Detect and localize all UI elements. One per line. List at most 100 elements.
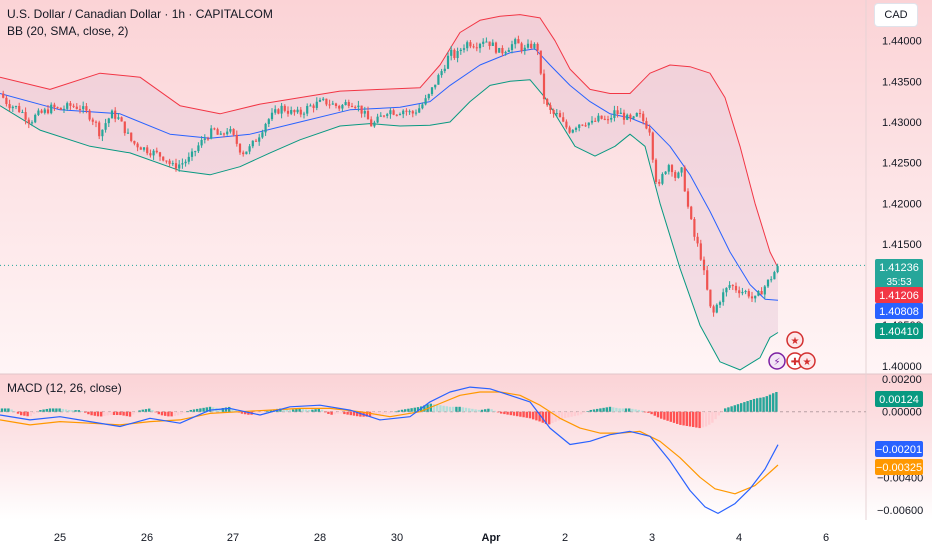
candle-body — [610, 117, 613, 120]
candle-body — [40, 110, 43, 113]
candle-body — [552, 110, 555, 114]
chart-title: U.S. Dollar / Canadian Dollar · 1h · CAP… — [7, 7, 273, 21]
macd-histogram-bar — [733, 405, 736, 412]
macd-histogram-bar — [708, 411, 711, 425]
macd-histogram-bar — [490, 409, 493, 412]
candle-body — [78, 108, 82, 110]
macd-histogram-bar — [672, 411, 676, 423]
candle-body — [101, 129, 104, 137]
candle-body — [363, 111, 366, 114]
bb-lower-badge-text: 1.40410 — [879, 326, 919, 338]
macd-histogram-bar — [461, 407, 464, 412]
candle-body — [482, 41, 485, 44]
candle-body — [149, 153, 152, 156]
candle-body — [94, 121, 98, 123]
candle-body — [590, 120, 594, 123]
candle-body — [117, 117, 120, 119]
candle-body — [162, 156, 165, 161]
candle-body — [126, 132, 130, 134]
macd-histogram-bar — [583, 411, 586, 413]
candle-body — [424, 98, 427, 105]
macd-histogram-bar — [660, 411, 663, 419]
macd-histogram-bar — [186, 411, 189, 412]
macd-histogram-bar — [544, 411, 548, 425]
bb-upper-line — [0, 14, 779, 269]
macd-histogram-bar — [224, 407, 228, 412]
candle-body — [651, 132, 654, 160]
candle-body — [475, 47, 478, 49]
macd-histogram-badge-text: 0.00124 — [879, 394, 919, 406]
macd-histogram-bar — [208, 406, 212, 412]
candle-body — [27, 119, 30, 124]
time-tick-label: 30 — [391, 532, 403, 544]
candle-body — [104, 123, 107, 130]
candle-body — [146, 147, 149, 154]
macd-signal-line — [0, 391, 779, 495]
lightning-event-icon: ⚡ — [768, 352, 786, 370]
macd-histogram-bar — [320, 409, 324, 412]
macd-histogram-bar — [775, 392, 778, 412]
macd-histogram-bar — [77, 410, 80, 412]
macd-histogram-bar — [612, 407, 615, 412]
macd-histogram-bar — [164, 411, 167, 416]
macd-histogram-bar — [228, 406, 231, 412]
lightning-event-icon-glyph: ⚡ — [773, 357, 780, 368]
candle-body — [56, 107, 59, 109]
candle-body — [187, 156, 190, 162]
macd-histogram-bar — [656, 411, 660, 418]
candle-body — [763, 286, 766, 295]
macd-histogram-bar — [234, 410, 237, 412]
candle-body — [773, 272, 776, 280]
macd-histogram-bar — [324, 411, 327, 413]
candle-body — [270, 112, 274, 120]
macd-histogram-bar — [148, 408, 151, 412]
macd-histogram-bar — [247, 411, 250, 415]
macd-histogram-bar — [509, 411, 512, 416]
candle-body — [776, 266, 779, 273]
candle-body — [626, 114, 629, 120]
macd-indicator-label[interactable]: MACD (12, 26, close) — [7, 381, 122, 395]
macd-histogram-bar — [448, 406, 452, 412]
candle-body — [30, 122, 34, 124]
macd-histogram-bar — [647, 411, 650, 413]
us-flag-event-icon-circle — [786, 331, 804, 349]
macd-histogram-bar — [666, 411, 669, 421]
candle-body — [197, 145, 200, 152]
macd-histogram-bar — [749, 399, 752, 412]
macd-histogram-bar — [157, 411, 160, 415]
macd-histogram-bar — [580, 411, 583, 415]
candle-body — [421, 104, 424, 109]
candle-body — [190, 151, 194, 157]
candle-body — [344, 102, 347, 106]
macd-histogram-bar — [199, 408, 202, 412]
candle-body — [504, 51, 507, 54]
currency-button[interactable]: CAD — [874, 3, 918, 27]
candle-body — [392, 110, 395, 115]
time-tick-label: 4 — [736, 532, 742, 544]
candle-body — [200, 139, 203, 146]
candle-body — [34, 114, 37, 123]
candle-body — [165, 160, 168, 162]
macd-histogram-badge-bg — [875, 391, 923, 407]
candle-body — [194, 151, 197, 153]
macd-histogram-bar — [64, 409, 68, 412]
candle-body — [219, 133, 222, 135]
macd-histogram-bar — [458, 406, 461, 412]
candle-body — [123, 121, 126, 134]
macd-histogram-bar — [762, 397, 765, 412]
candle-body — [686, 191, 690, 207]
candle-body — [581, 124, 584, 126]
macd-histogram-bar — [16, 411, 20, 414]
macd-histogram-bar — [765, 396, 768, 412]
macd-histogram-bar — [74, 410, 77, 412]
macd-histogram-bar — [221, 407, 224, 412]
bollinger-indicator-label[interactable]: BB (20, SMA, close, 2) — [7, 24, 129, 38]
macd-histogram-bar — [519, 411, 522, 417]
macd-histogram-bar — [266, 410, 269, 412]
candle-body — [594, 120, 597, 122]
macd-histogram-bar — [192, 409, 196, 412]
macd-histogram-bar — [122, 411, 125, 416]
macd-histogram-bar — [314, 409, 317, 412]
candle-body — [347, 102, 350, 106]
